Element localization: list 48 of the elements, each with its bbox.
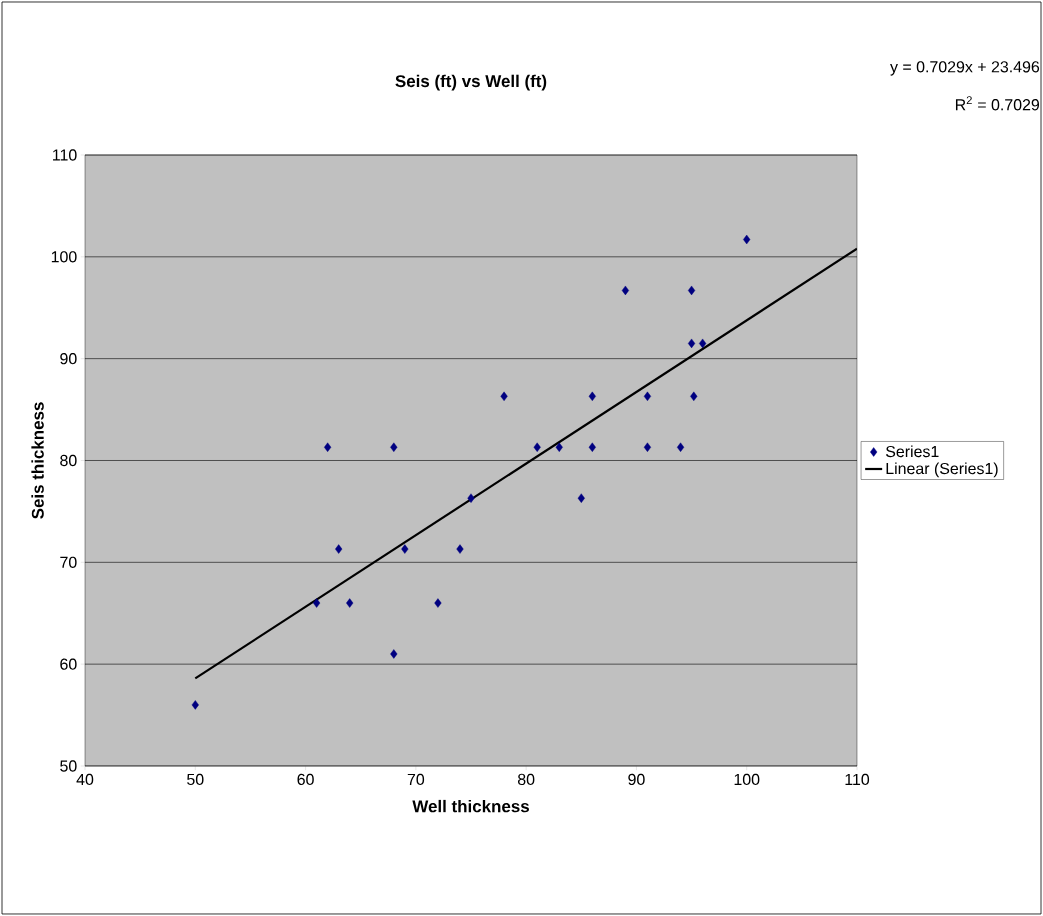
point — [456, 544, 464, 554]
point — [621, 285, 629, 296]
point — [533, 442, 541, 452]
y-tick-label: 90 — [60, 353, 77, 365]
x-tick-label: 110 — [845, 773, 870, 786]
y-tick-label: 80 — [60, 454, 77, 467]
point — [643, 442, 652, 452]
chart-title: Seis (ft) vs Well (ft) — [395, 74, 547, 91]
x-axis-title: Well thickness — [412, 799, 529, 813]
point — [743, 234, 751, 245]
point — [467, 493, 475, 503]
text: y = 0.7029x + 23.496 — [890, 61, 1040, 76]
point — [335, 544, 343, 554]
y-axis-title: Seis thickness — [31, 402, 44, 519]
legend-label: Series1 — [885, 445, 939, 458]
point — [688, 285, 696, 296]
x-tick-label: 90 — [628, 773, 645, 786]
x-tick-label: 100 — [734, 773, 760, 786]
point — [688, 338, 696, 349]
y-tick-label: 100 — [51, 251, 77, 263]
point — [690, 391, 698, 402]
y-tick-label: 110 — [53, 149, 77, 161]
y-tick-label: 50 — [60, 760, 77, 772]
point — [324, 442, 332, 452]
point — [588, 442, 596, 452]
point — [699, 338, 707, 349]
point — [346, 598, 354, 608]
point — [390, 442, 398, 452]
x-tick-label: 40 — [76, 773, 94, 786]
x-tick-label: 70 — [407, 773, 425, 786]
point — [555, 442, 563, 452]
y-tick-label: 60 — [60, 658, 77, 670]
x-tick-label: 60 — [297, 773, 314, 786]
x-tick-label: 50 — [187, 773, 204, 786]
point — [588, 391, 596, 402]
x-tick-label: 80 — [517, 773, 535, 786]
point — [676, 442, 685, 452]
point — [500, 391, 508, 402]
point — [577, 493, 585, 503]
point — [434, 598, 442, 608]
point — [191, 700, 199, 710]
y-tick-label: 70 — [60, 556, 77, 568]
point — [643, 391, 652, 402]
text: R$^{2}$ = 0.7029 — [955, 96, 1040, 111]
point — [313, 598, 321, 608]
point — [390, 649, 398, 659]
legend-label: Linear (Series1) — [886, 462, 998, 478]
point — [401, 544, 409, 554]
